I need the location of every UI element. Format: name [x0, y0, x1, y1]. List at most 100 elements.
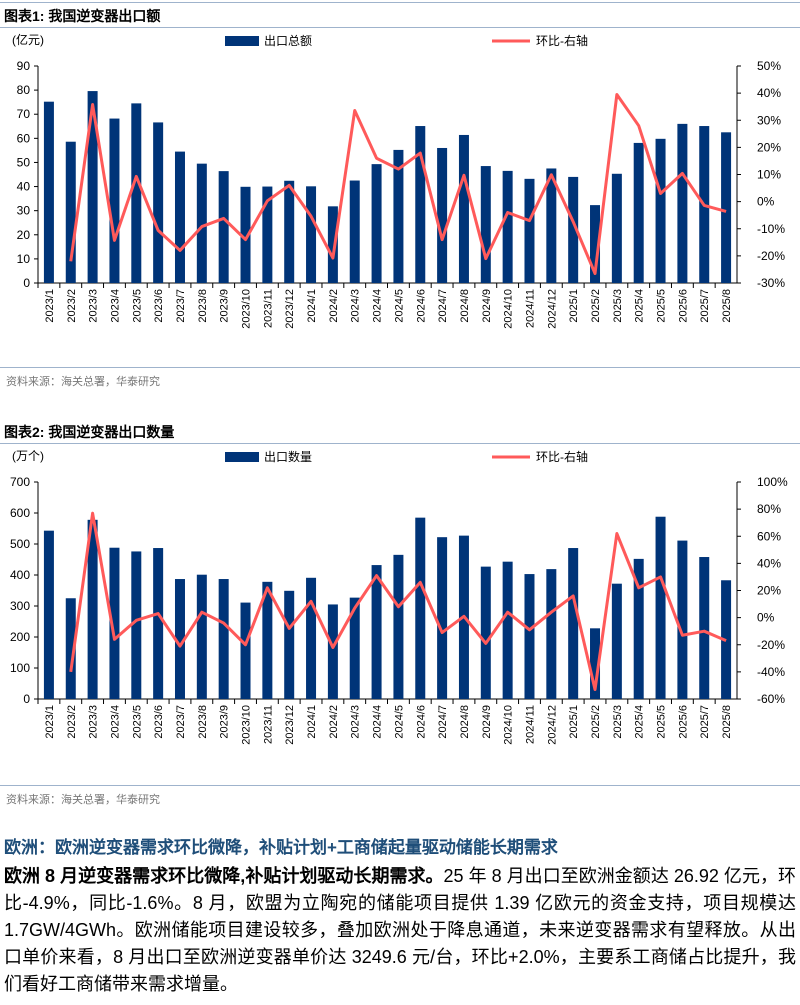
left-tick-label: 60 — [17, 131, 31, 145]
right-tick-label: -30% — [757, 276, 785, 290]
bar — [262, 186, 273, 283]
x-tick-label: 2025/3 — [612, 289, 624, 323]
bar — [284, 590, 295, 699]
right-tick-label: -20% — [757, 638, 785, 652]
right-tick-label: 0% — [757, 611, 775, 625]
x-tick-label: 2025/4 — [634, 705, 646, 739]
x-tick-label: 2023/8 — [197, 289, 209, 323]
bar — [371, 565, 382, 699]
x-tick-label: 2024/12 — [546, 705, 558, 745]
left-tick-label: 500 — [10, 537, 30, 551]
bar — [153, 548, 164, 699]
bar — [699, 557, 710, 699]
bar — [196, 163, 207, 283]
x-tick-label: 2023/11 — [262, 289, 274, 328]
x-tick-label: 2025/6 — [677, 705, 689, 739]
bar — [590, 205, 601, 283]
bar — [306, 577, 317, 699]
bar — [437, 147, 448, 283]
x-tick-label: 2024/7 — [437, 705, 449, 739]
bar — [174, 151, 185, 283]
left-tick-label: 70 — [17, 107, 31, 121]
x-tick-label: 2025/6 — [677, 289, 689, 323]
bar — [218, 171, 229, 283]
x-tick-label: 2024/4 — [372, 289, 384, 323]
right-tick-label: 60% — [757, 529, 781, 543]
x-tick-label: 2024/3 — [350, 289, 362, 323]
bar — [327, 206, 338, 283]
left-tick-label: 10 — [17, 252, 31, 266]
figure-2-source-rule — [0, 785, 800, 786]
x-tick-label: 2023/3 — [88, 705, 100, 739]
bar — [240, 186, 251, 283]
right-tick-label: 0% — [757, 195, 775, 209]
x-tick-label: 2024/2 — [328, 289, 340, 323]
section-title: 欧洲：欧洲逆变器需求环比微降，补贴计划+工商储起量驱动储能长期需求 — [4, 838, 558, 857]
x-tick-label: 2024/6 — [415, 705, 427, 739]
paragraph-lead: 欧洲 8 月逆变器需求环比微降,补贴计划驱动长期需求。 — [4, 866, 444, 886]
figure-2-title-rule — [0, 443, 800, 444]
x-tick-label: 2024/9 — [481, 705, 493, 739]
figure-1-source-rule — [0, 367, 800, 368]
y-axis-unit-label: (万个) — [12, 449, 44, 463]
right-tick-label: -40% — [757, 665, 785, 679]
bar — [611, 583, 622, 699]
bar — [349, 597, 360, 699]
x-tick-label: 2024/5 — [393, 705, 405, 739]
right-tick-label: 100% — [757, 475, 788, 489]
x-tick-label: 2023/6 — [153, 289, 165, 323]
x-tick-label: 2025/7 — [699, 705, 711, 739]
legend-bar-swatch — [225, 36, 259, 46]
x-tick-label: 2023/4 — [109, 289, 121, 323]
figure-2-chart: (万个) 出口数量 环比-右轴 0 100 200 300 400 500 600 700 -60% -… — [10, 449, 788, 745]
bar — [327, 604, 338, 699]
right-tick-label: 30% — [757, 113, 781, 127]
x-tick-label: 2025/2 — [590, 289, 602, 323]
bar — [393, 149, 404, 283]
bar — [721, 132, 732, 283]
bar — [109, 547, 120, 699]
bar — [65, 598, 76, 699]
bar — [371, 164, 382, 283]
right-tick-label: 10% — [757, 168, 781, 182]
left-tick-label: 300 — [10, 599, 30, 613]
x-tick-label: 2025/1 — [568, 705, 580, 739]
x-tick-label: 2025/5 — [656, 289, 668, 323]
x-tick-label: 2023/8 — [197, 705, 209, 739]
bar — [568, 176, 579, 283]
right-tick-label: 80% — [757, 502, 781, 516]
x-tick-label: 2023/9 — [219, 705, 231, 739]
right-tick-label: -10% — [757, 222, 785, 236]
legend-line-label: 环比-右轴 — [536, 33, 588, 48]
section-paragraph: 欧洲 8 月逆变器需求环比微降,补贴计划驱动长期需求。25 年 8 月出口至欧洲… — [4, 863, 796, 998]
bar — [568, 548, 579, 699]
bar — [240, 602, 251, 699]
bar — [65, 141, 76, 283]
bar — [284, 180, 295, 283]
left-tick-label: 100 — [10, 661, 30, 675]
right-tick-label: 40% — [757, 86, 781, 100]
x-tick-label: 2024/8 — [459, 289, 471, 323]
x-tick-label: 2024/2 — [328, 705, 340, 739]
x-tick-label: 2023/12 — [284, 289, 296, 329]
left-tick-label: 50 — [17, 155, 31, 169]
left-tick-label: 20 — [17, 228, 31, 242]
x-tick-label: 2024/9 — [481, 289, 493, 323]
x-tick-label: 2025/4 — [634, 289, 646, 323]
bar — [546, 569, 557, 699]
x-tick-label: 2025/8 — [721, 289, 733, 323]
bar — [524, 574, 535, 699]
bar — [87, 91, 98, 283]
x-tick-label: 2023/2 — [66, 705, 78, 739]
left-tick-label: 200 — [10, 630, 30, 644]
bar — [153, 122, 164, 283]
bar — [349, 180, 360, 283]
bar — [87, 519, 98, 699]
x-tick-label: 2023/11 — [262, 705, 274, 744]
x-tick-label: 2024/1 — [306, 289, 318, 323]
figure-1-title: 图表1: 我国逆变器出口额 — [4, 8, 161, 24]
x-tick-label: 2023/4 — [109, 705, 121, 739]
bar — [480, 166, 491, 283]
legend-bar-label: 出口总额 — [264, 34, 312, 48]
paragraph-body: 25 年 8 月出口至欧洲金额达 26.92 亿元，环比-4.9%，同比-1.6… — [4, 866, 796, 994]
